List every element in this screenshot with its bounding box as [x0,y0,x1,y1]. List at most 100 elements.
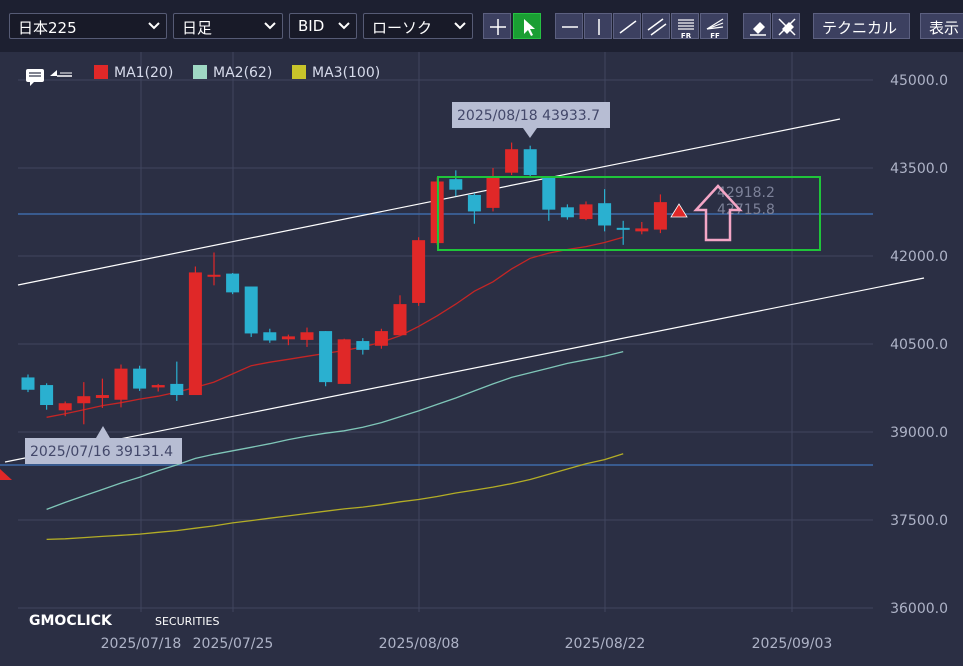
chart-legend: MA1(20) MA2(62) MA3(100) [26,65,380,86]
candle [393,295,407,336]
candle-body [616,227,630,230]
candle-body [486,176,500,208]
ma1-swatch [94,65,108,79]
timeframe-dropdown[interactable]: 日足 [173,13,283,39]
candle-body [449,179,463,190]
ma-line-2 [46,350,624,511]
candle-body [598,203,612,226]
candle-body [560,207,574,218]
candle-body [151,385,165,388]
chevron-down-icon [338,22,350,30]
candle [486,168,500,212]
fibonacci-fan-button[interactable]: FF [700,13,728,40]
pointer-button[interactable] [513,13,541,39]
clear-drawings-icon [778,18,796,36]
chevron-down-icon [454,22,466,30]
x-tick-label: 2025/08/08 [379,636,460,652]
candle-body [412,240,426,303]
candle-body [58,403,72,411]
chart-style-dropdown[interactable]: ローソク [363,13,473,39]
candle [319,331,333,387]
chevron-down-icon [148,22,160,30]
y-tick-label: 37500.0 [890,513,948,529]
ma3-swatch [292,65,306,79]
candle-body [319,331,333,383]
chart-toolbar: 日本225 日足 BID ローソク [0,0,963,52]
technical-button[interactable]: テクニカル [813,13,910,39]
candle-body [356,341,370,350]
candle-body [77,396,91,404]
left-edge-marker [0,469,12,480]
candle [598,189,612,232]
watermark-sub: SECURITIES [155,615,219,628]
candle [188,266,202,396]
vertical-line-button[interactable] [584,13,612,39]
candle-body [21,377,35,390]
low-callout-pointer [96,426,110,438]
eraser-button[interactable] [743,13,771,39]
collapse-legend-icon[interactable] [50,70,57,76]
candle-body [207,274,221,277]
candle [95,378,109,408]
fibonacci-retracement-icon: FR [678,19,694,40]
symbol-dropdown[interactable]: 日本225 [9,13,167,39]
candle [505,142,519,176]
candle [635,221,649,235]
candle-body [523,149,537,176]
ma-line-1 [46,236,624,418]
candlesticks [21,142,667,425]
timeframe-label: 日足 [182,19,213,37]
price-chart[interactable]: 2025/08/18 43933.7 2025/07/16 39131.4 4291… [0,52,963,666]
candle [226,273,240,295]
low-callout: 2025/07/16 39131.4 [25,426,182,464]
ma-line-3 [46,453,624,541]
candle [616,220,630,245]
ff-label: FF [710,32,720,40]
broker-watermark: GMOCLICK SECURITIES [29,613,219,629]
candle [40,383,54,410]
x-tick-label: 2025/09/03 [752,636,833,652]
horizontal-line-button[interactable] [555,13,583,39]
chevron-down-icon [264,22,276,30]
candle [374,328,388,349]
parallel-lines-button[interactable] [642,13,670,39]
candle [151,383,165,392]
ma1-legend-label: MA1(20) [114,65,173,81]
low-callout-box [25,438,182,464]
candle [560,204,574,220]
candle-body [226,273,240,293]
chart-background [0,52,963,666]
candle [467,193,481,224]
crosshair-icon [490,19,506,35]
fibonacci-retracement-button[interactable]: FR [671,13,699,40]
candle [356,338,370,355]
delete-all-drawings-button[interactable] [772,13,800,39]
vertical-line-icon [598,19,600,35]
symbol-label: 日本225 [18,19,77,37]
candle [207,252,221,286]
y-tick-label: 36000.0 [890,601,948,617]
trend-line-button[interactable] [613,13,641,39]
x-tick-label: 2025/07/25 [193,636,274,652]
cursor-arrow-icon [524,19,535,36]
price-type-dropdown[interactable]: BID [289,13,357,39]
consolidation-box [437,176,821,251]
eraser-icon [750,22,766,36]
channel-lower-line [4,277,925,463]
candle-body [170,383,184,396]
candle [300,327,314,347]
candle-body [300,332,314,340]
high-callout: 2025/08/18 43933.7 [452,102,610,138]
price-type-label: BID [298,17,325,35]
crosshair-button[interactable] [483,13,511,39]
range-box [437,176,821,251]
high-callout-text: 2025/08/18 43933.7 [457,108,600,124]
ma3-legend-label: MA3(100) [312,65,380,81]
candle [542,176,556,221]
price-readout-2: 42715.8 [717,202,775,218]
y-tick-label: 42000.0 [890,249,948,265]
y-tick-label: 43500.0 [890,161,948,177]
display-button[interactable]: 表示 [920,13,963,39]
candle-body [95,395,109,398]
candle-body [133,368,147,389]
